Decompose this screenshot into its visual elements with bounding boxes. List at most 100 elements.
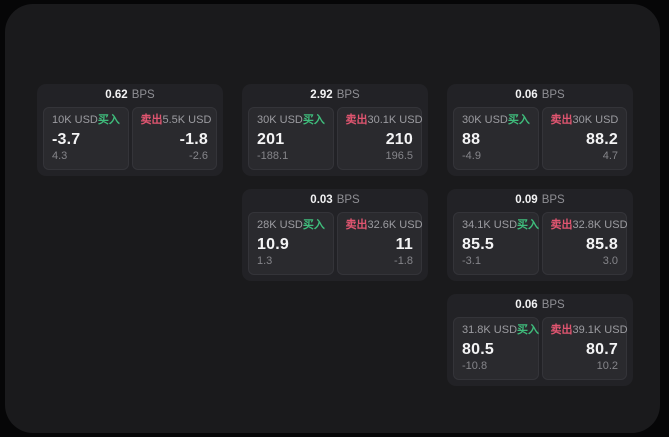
buy-price: 80.5 [462, 341, 494, 358]
sell-size-label: 39.1K USD [572, 324, 628, 336]
sell-size-label: 5.5K USD [162, 114, 212, 126]
buy-quote-panel[interactable]: 31.8K USD 买入 80.5 -10.8 [453, 317, 539, 380]
buy-size-label: 30K USD [257, 114, 303, 126]
card-body: 30K USD 买入 201 -188.1 卖出 30.1K USD 210 1… [242, 107, 428, 176]
buy-price: 85.5 [462, 236, 494, 253]
sell-size-label: 30.1K USD [367, 114, 423, 126]
buy-price: 10.9 [257, 236, 289, 253]
sell-price: 85.8 [586, 236, 618, 253]
buy-price: 88 [462, 131, 481, 148]
buy-size-label: 10K USD [52, 114, 98, 126]
buy-panel-header: 28K USD 买入 [257, 219, 325, 232]
card-body: 30K USD 买入 88 -4.9 卖出 30K USD 88.2 4.7 [447, 107, 633, 176]
sell-delta: 4.7 [602, 150, 618, 162]
buy-delta: 4.3 [52, 150, 68, 162]
buy-size-label: 34.1K USD [462, 219, 518, 231]
buy-price: 201 [257, 131, 285, 148]
buy-tag: 买入 [517, 324, 540, 336]
buy-tag: 买入 [302, 219, 325, 231]
sell-price: 80.7 [586, 341, 618, 358]
buy-quote-panel[interactable]: 10K USD 买入 -3.7 4.3 [43, 107, 129, 170]
sell-price: 88.2 [586, 131, 618, 148]
buy-panel-header: 10K USD 买入 [52, 114, 120, 127]
spread-value: 0.09 [515, 194, 538, 206]
sell-tag: 卖出 [345, 219, 368, 231]
sell-quote-panel[interactable]: 卖出 39.1K USD 80.7 10.2 [541, 317, 628, 380]
sell-quote-panel[interactable]: 卖出 30K USD 88.2 4.7 [541, 107, 627, 170]
spread-unit: BPS [541, 299, 565, 311]
spread-value: 2.92 [310, 89, 333, 101]
buy-delta: -4.9 [462, 150, 481, 162]
sell-tag: 卖出 [550, 324, 573, 336]
buy-size-label: 28K USD [257, 219, 303, 231]
buy-delta: 1.3 [257, 255, 273, 267]
sell-panel-header: 卖出 39.1K USD [550, 324, 628, 337]
sell-tag: 卖出 [345, 114, 368, 126]
quote-card: 0.62 BPS 10K USD 买入 -3.7 4.3 卖出 5.5K USD… [37, 84, 223, 176]
buy-delta: -10.8 [462, 360, 488, 372]
card-body: 31.8K USD 买入 80.5 -10.8 卖出 39.1K USD 80.… [447, 317, 633, 386]
quote-card: 0.06 BPS 30K USD 买入 88 -4.9 卖出 30K USD 8… [447, 84, 633, 176]
card-body: 28K USD 买入 10.9 1.3 卖出 32.6K USD 11 -1.8 [242, 212, 428, 281]
sell-delta: -1.8 [394, 255, 413, 267]
spread-value: 0.06 [515, 89, 538, 101]
sell-panel-header: 卖出 32.8K USD [550, 219, 628, 232]
sell-price: -1.8 [179, 131, 208, 148]
buy-quote-panel[interactable]: 34.1K USD 买入 85.5 -3.1 [453, 212, 539, 275]
sell-price: 210 [385, 131, 413, 148]
sell-panel-header: 卖出 30K USD [551, 114, 619, 127]
spread-unit: BPS [336, 89, 360, 101]
spread-value: 0.03 [310, 194, 333, 206]
sell-price: 11 [395, 236, 413, 253]
sell-delta: 196.5 [385, 150, 413, 162]
sell-size-label: 32.6K USD [367, 219, 423, 231]
buy-tag: 买入 [302, 114, 325, 126]
buy-delta: -3.1 [462, 255, 481, 267]
sell-quote-panel[interactable]: 卖出 5.5K USD -1.8 -2.6 [131, 107, 217, 170]
sell-delta: -2.6 [189, 150, 208, 162]
card-header: 0.06 BPS [447, 84, 633, 107]
sell-tag: 卖出 [550, 219, 573, 231]
buy-tag: 买入 [517, 219, 540, 231]
card-body: 10K USD 买入 -3.7 4.3 卖出 5.5K USD -1.8 -2.… [37, 107, 223, 176]
card-header: 0.06 BPS [447, 294, 633, 317]
spread-unit: BPS [541, 89, 565, 101]
buy-panel-header: 30K USD 买入 [462, 114, 530, 127]
buy-size-label: 31.8K USD [462, 324, 518, 336]
buy-tag: 买入 [97, 114, 120, 126]
buy-tag: 买入 [507, 114, 530, 126]
buy-size-label: 30K USD [462, 114, 508, 126]
buy-panel-header: 34.1K USD 买入 [462, 219, 539, 232]
sell-panel-header: 卖出 5.5K USD [140, 114, 212, 127]
sell-size-label: 32.8K USD [572, 219, 628, 231]
buy-quote-panel[interactable]: 30K USD 买入 88 -4.9 [453, 107, 539, 170]
card-header: 2.92 BPS [242, 84, 428, 107]
quote-cards-grid: 0.62 BPS 10K USD 买入 -3.7 4.3 卖出 5.5K USD… [37, 84, 633, 386]
buy-price: -3.7 [52, 131, 81, 148]
quote-card: 0.03 BPS 28K USD 买入 10.9 1.3 卖出 32.6K US… [242, 189, 428, 281]
sell-delta: 10.2 [596, 360, 618, 372]
buy-quote-panel[interactable]: 30K USD 买入 201 -188.1 [248, 107, 334, 170]
buy-panel-header: 30K USD 买入 [257, 114, 325, 127]
sell-quote-panel[interactable]: 卖出 32.8K USD 85.8 3.0 [541, 212, 628, 275]
sell-quote-panel[interactable]: 卖出 32.6K USD 11 -1.8 [336, 212, 423, 275]
sell-panel-header: 卖出 32.6K USD [345, 219, 423, 232]
quote-card: 0.09 BPS 34.1K USD 买入 85.5 -3.1 卖出 32.8K… [447, 189, 633, 281]
sell-delta: 3.0 [602, 255, 618, 267]
quote-card: 0.06 BPS 31.8K USD 买入 80.5 -10.8 卖出 39.1… [447, 294, 633, 386]
spread-value: 0.06 [515, 299, 538, 311]
sell-quote-panel[interactable]: 卖出 30.1K USD 210 196.5 [336, 107, 423, 170]
app-panel: 0.62 BPS 10K USD 买入 -3.7 4.3 卖出 5.5K USD… [5, 4, 660, 433]
buy-panel-header: 31.8K USD 买入 [462, 324, 539, 337]
sell-panel-header: 卖出 30.1K USD [345, 114, 423, 127]
buy-delta: -188.1 [257, 150, 289, 162]
card-header: 0.09 BPS [447, 189, 633, 212]
sell-tag: 卖出 [550, 114, 573, 126]
card-body: 34.1K USD 买入 85.5 -3.1 卖出 32.8K USD 85.8… [447, 212, 633, 281]
sell-tag: 卖出 [140, 114, 163, 126]
sell-size-label: 30K USD [572, 114, 619, 126]
spread-unit: BPS [131, 89, 155, 101]
card-header: 0.62 BPS [37, 84, 223, 107]
buy-quote-panel[interactable]: 28K USD 买入 10.9 1.3 [248, 212, 334, 275]
